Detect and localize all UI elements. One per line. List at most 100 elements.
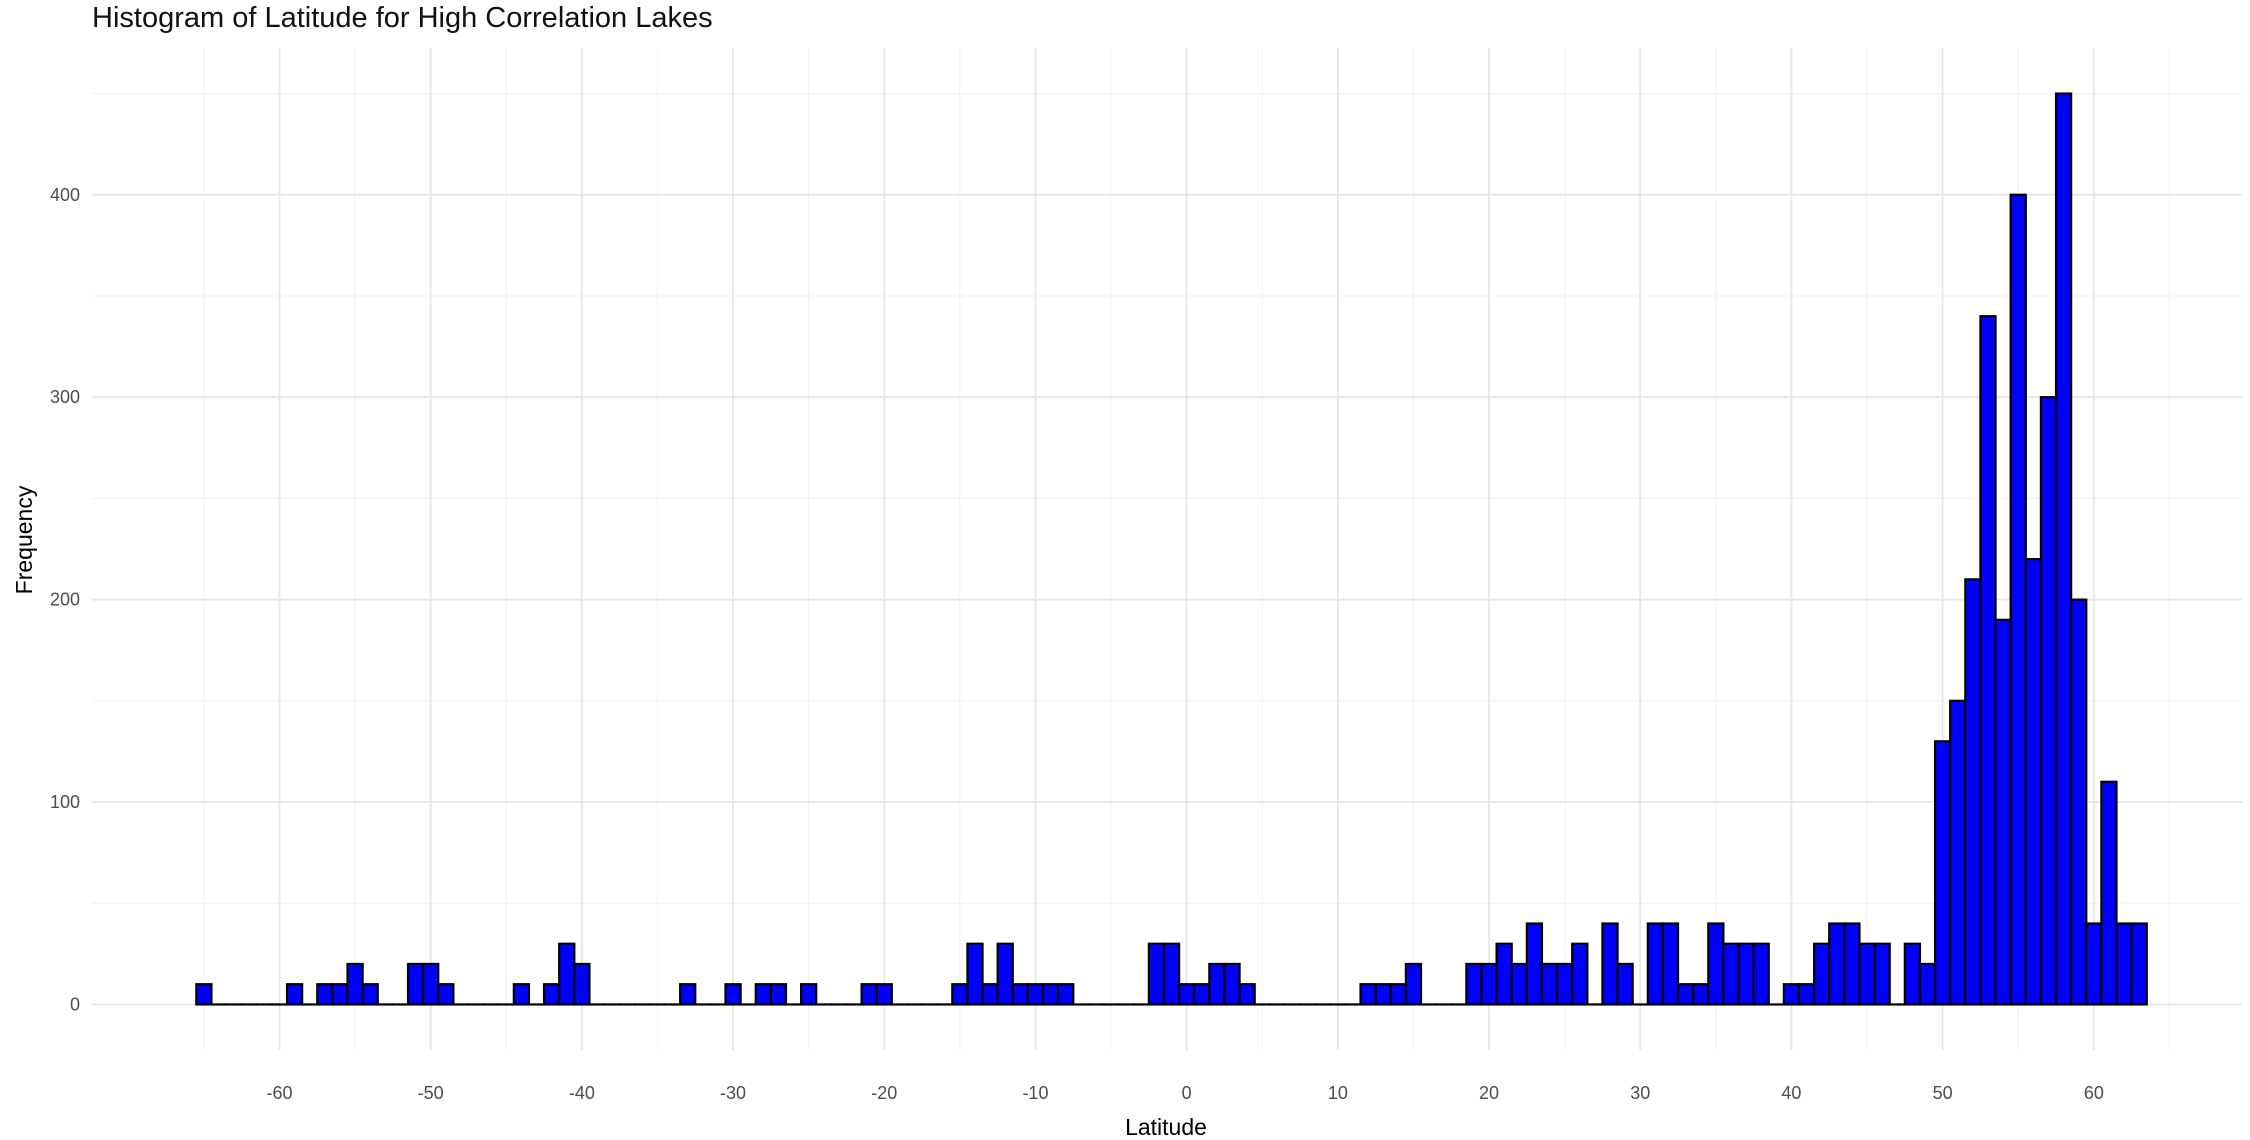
histogram-bar xyxy=(1057,983,1075,1006)
histogram-bar xyxy=(1177,983,1196,1006)
histogram-bar xyxy=(2054,92,2073,1006)
x-tick-label: -10 xyxy=(1022,1083,1048,1103)
histogram-bar xyxy=(679,983,697,1006)
histogram-bar xyxy=(769,983,788,1006)
histogram-bar xyxy=(2130,922,2148,1006)
histogram-bar xyxy=(195,983,213,1006)
histogram-bar xyxy=(1873,942,1891,1006)
y-tick-label: 200 xyxy=(50,590,80,610)
x-tick-label: -20 xyxy=(871,1083,897,1103)
histogram-bar xyxy=(285,983,304,1006)
histogram-bar xyxy=(1676,983,1695,1006)
histogram-bar xyxy=(1571,942,1589,1006)
tick-labels: -60 -50 -40 -30 -20 -10 0 10 20 30 40 50 60 0 100 200 30… xyxy=(50,185,2104,1103)
x-tick-label: 10 xyxy=(1328,1083,1348,1103)
x-tick-label: 0 xyxy=(1182,1083,1192,1103)
x-tick-label: -40 xyxy=(569,1083,595,1103)
histogram-bar xyxy=(558,942,576,1006)
histogram-bar xyxy=(361,983,379,1006)
histogram-bar xyxy=(1465,962,1483,1006)
histogram-bar xyxy=(724,983,742,1006)
y-axis-title: Frequency xyxy=(11,485,37,594)
histogram-bar xyxy=(951,983,969,1006)
grid-layer xyxy=(92,48,2242,1050)
x-tick-label: 20 xyxy=(1479,1083,1499,1103)
histogram-bar xyxy=(1979,315,1997,1006)
histogram-bar xyxy=(1540,962,1559,1006)
histogram-bar xyxy=(1147,942,1166,1006)
histogram-bar xyxy=(1601,922,1619,1006)
x-tick-label: 30 xyxy=(1630,1083,1650,1103)
histogram-bar xyxy=(331,983,349,1006)
histogram-bar xyxy=(1389,983,1407,1006)
histogram-bar xyxy=(966,942,984,1006)
histogram-bar xyxy=(1238,983,1256,1006)
histogram-bar xyxy=(542,983,561,1006)
histogram-bar xyxy=(316,983,334,1006)
histogram-bar xyxy=(573,962,591,1006)
histogram-bar xyxy=(512,983,531,1006)
y-tick-label: 0 xyxy=(70,994,80,1014)
histogram-bar xyxy=(1616,962,1634,1006)
histogram-bar xyxy=(754,983,772,1006)
histogram-bar xyxy=(1722,942,1740,1006)
y-tick-label: 300 xyxy=(50,387,80,407)
histogram-bar xyxy=(1692,983,1710,1006)
y-tick-label: 100 xyxy=(50,792,80,812)
bars-layer xyxy=(195,92,2148,1006)
histogram-bar xyxy=(2085,922,2103,1006)
x-tick-label: 50 xyxy=(1933,1083,1953,1103)
histogram-bar xyxy=(1813,942,1831,1006)
histogram-bar xyxy=(1510,962,1528,1006)
x-tick-label: 40 xyxy=(1781,1083,1801,1103)
histogram-bar xyxy=(1661,922,1680,1006)
histogram-bar xyxy=(2009,193,2027,1006)
histogram-bar xyxy=(1903,942,1922,1006)
histogram-bar xyxy=(1994,618,2012,1006)
histogram-bar xyxy=(1782,983,1801,1006)
histogram-bar xyxy=(1918,962,1937,1006)
histogram-bar xyxy=(1480,962,1498,1006)
histogram-bar xyxy=(1359,983,1377,1006)
histogram-bar xyxy=(1011,983,1030,1006)
x-tick-label: -50 xyxy=(418,1083,444,1103)
histogram-bar xyxy=(1646,922,1665,1006)
histogram-bar xyxy=(437,983,455,1006)
x-tick-label: -30 xyxy=(720,1083,746,1103)
histogram-bar xyxy=(1858,942,1876,1006)
histogram-bar xyxy=(1964,578,1982,1006)
histogram-bar xyxy=(406,962,425,1006)
histogram-bar xyxy=(1752,942,1770,1006)
histogram-bar xyxy=(1495,942,1513,1006)
histogram-bar xyxy=(1041,983,1060,1006)
histogram-bar xyxy=(800,983,818,1006)
histogram-bar xyxy=(1404,962,1423,1006)
histogram-bar xyxy=(1933,740,1952,1006)
histogram-bar xyxy=(346,962,364,1006)
histogram-bar xyxy=(1374,983,1392,1006)
histogram-bar xyxy=(1193,983,1211,1006)
histogram-bar xyxy=(2039,396,2058,1006)
histogram-bar xyxy=(1797,983,1816,1006)
histogram-bar xyxy=(860,983,878,1006)
histogram-bar xyxy=(2024,558,2043,1006)
histogram-bar xyxy=(1162,942,1181,1006)
histogram-bar xyxy=(1737,942,1755,1006)
histogram-bar xyxy=(1843,922,1861,1006)
histogram-bar xyxy=(422,962,440,1006)
histogram-bar xyxy=(1555,962,1574,1006)
histogram-bar xyxy=(2115,922,2133,1006)
histogram-bar xyxy=(1208,962,1226,1006)
chart-title: Histogram of Latitude for High Correlati… xyxy=(92,2,713,34)
histogram-bar xyxy=(1949,699,1967,1006)
y-tick-label: 400 xyxy=(50,185,80,205)
histogram-bar xyxy=(2100,780,2118,1006)
histogram-bar xyxy=(875,983,893,1006)
histogram-bar xyxy=(1828,922,1846,1006)
histogram-bar xyxy=(1525,922,1544,1006)
x-tick-label: -60 xyxy=(266,1083,292,1103)
histogram-bar xyxy=(1707,922,1725,1006)
x-tick-label: 60 xyxy=(2084,1083,2104,1103)
histogram-bar xyxy=(1026,983,1045,1006)
